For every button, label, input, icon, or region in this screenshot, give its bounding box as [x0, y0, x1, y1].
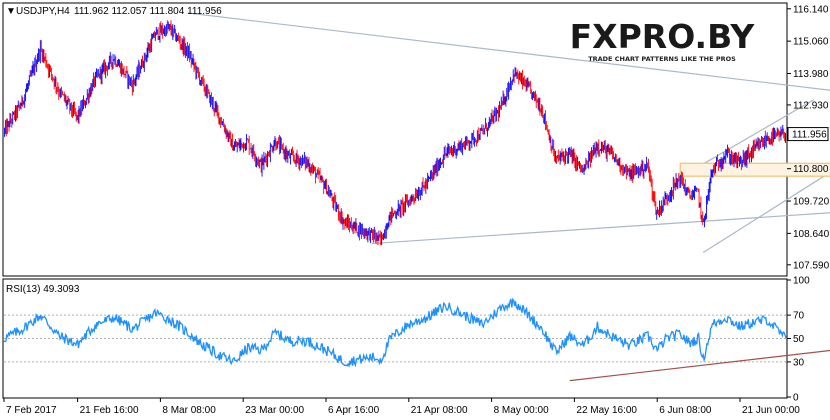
time-tick-label: 6 Apr 16:00 — [328, 405, 380, 416]
current-price-label: 111.956 — [792, 130, 827, 141]
fxpro-logo: FXPRO.BY TRADE CHART PATTERNS LIKE THE P… — [569, 16, 756, 63]
rsi-support-trendline[interactable] — [569, 339, 830, 382]
ohlc-values: 111.962 112.057 111.804 111.956 — [74, 6, 222, 17]
time-tick-label: 8 Mar 08:00 — [162, 405, 216, 416]
symbol-label: USDJPY,H4 — [16, 6, 70, 17]
time-tick-label: 21 Feb 16:00 — [80, 405, 139, 416]
price-panel-frame — [2, 2, 788, 277]
time-tick-label: 22 May 16:00 — [576, 405, 637, 416]
rsi-tick-label: 50 — [793, 334, 805, 345]
time-tick-label: 8 May 00:00 — [494, 405, 549, 416]
current-price-marker: 111.956 — [787, 127, 829, 142]
price-tick-label: 110.800 — [793, 164, 829, 175]
time-tick-label: 6 Jun 08:00 — [659, 405, 712, 416]
trendline-channel-top[interactable] — [684, 99, 814, 176]
price-tick-label: 109.720 — [793, 197, 830, 208]
support-zone — [679, 162, 830, 177]
price-axis: 116.140 115.060 113.980 112.930 110.800 109.7… — [787, 4, 830, 271]
rsi-tick-label: 30 — [793, 357, 805, 368]
price-trendlines — [187, 12, 830, 254]
trendline-lower-support[interactable] — [371, 199, 830, 245]
time-tick-label: 21 Apr 08:00 — [411, 405, 468, 416]
trendline-channel-bottom[interactable] — [702, 151, 830, 254]
price-tick-label: 115.060 — [793, 37, 829, 48]
price-panel[interactable] — [2, 2, 830, 277]
time-axis: 7 Feb 2017 21 Feb 16:00 8 Mar 08:00 23 Mar … — [3, 398, 800, 416]
price-tick-label: 113.980 — [793, 69, 829, 80]
time-tick-label: 7 Feb 2017 — [6, 405, 57, 416]
rsi-title: RSI(13) 49.3093 — [6, 284, 80, 295]
rsi-panel[interactable] — [2, 278, 830, 399]
rsi-tick-label: 70 — [793, 311, 805, 322]
rsi-axis: 100 70 50 30 0 — [787, 276, 810, 404]
rsi-tick-label: 0 — [793, 393, 799, 404]
rsi-line — [3, 297, 787, 368]
price-tick-label: 116.140 — [793, 4, 829, 15]
time-tick-label: 23 Mar 00:00 — [245, 405, 304, 416]
rsi-tick-label: 100 — [793, 276, 810, 287]
time-tick-label: 21 Jun 00:00 — [742, 405, 800, 416]
rsi-trendline-group — [569, 339, 830, 382]
logo-tagline: TRADE CHART PATTERNS LIKE THE PROS — [588, 55, 736, 63]
price-tick-label: 107.590 — [793, 260, 830, 271]
price-tick-label: 112.930 — [793, 100, 829, 111]
current-price-box — [787, 127, 829, 142]
logo-brand: FXPRO.BY — [570, 17, 756, 56]
support-zone-rect[interactable] — [679, 162, 830, 177]
price-tick-label: 108.640 — [793, 229, 830, 240]
trendline-upper-resistance[interactable] — [187, 12, 830, 104]
menu-triangle-icon[interactable]: ▼ — [6, 6, 16, 17]
candles — [4, 20, 786, 246]
